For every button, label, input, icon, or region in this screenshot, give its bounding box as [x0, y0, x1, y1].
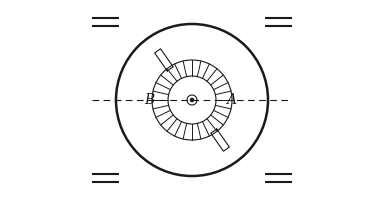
Text: A: A: [226, 93, 236, 107]
Circle shape: [190, 98, 194, 102]
Text: B: B: [144, 93, 154, 107]
